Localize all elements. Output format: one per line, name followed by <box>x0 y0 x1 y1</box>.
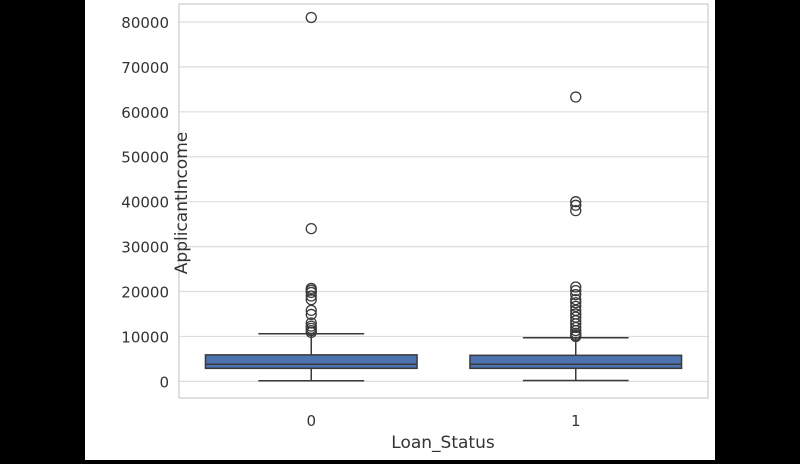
y-axis-label: ApplicantIncome <box>172 132 192 274</box>
x-tick-label: 0 <box>306 412 316 430</box>
y-tick-label: 0 <box>159 373 169 391</box>
x-tick-label: 1 <box>571 412 581 430</box>
outlier-point <box>305 293 317 306</box>
box-iqr <box>204 354 418 370</box>
outlier-point <box>570 281 582 293</box>
y-tick-label: 80000 <box>121 14 169 32</box>
x-axis-label: Loan_Status <box>391 433 495 453</box>
boxplot-chart: 0 10000 20000 30000 40000 50000 60000 70000 8000… <box>121 3 709 453</box>
y-tick-label: 10000 <box>121 328 169 346</box>
outlier-point <box>570 196 582 208</box>
y-tick-label: 20000 <box>121 284 169 302</box>
gridlines <box>179 21 708 382</box>
outlier-point <box>570 199 582 211</box>
outlier-point <box>305 290 317 302</box>
y-tick-label: 70000 <box>121 59 169 77</box>
box-group-1 <box>469 91 683 382</box>
y-tick-label: 40000 <box>121 194 169 212</box>
y-tick-label: 60000 <box>121 104 169 122</box>
outlier-point <box>305 222 317 235</box>
outlier-point <box>305 286 317 299</box>
outlier-point <box>305 308 317 321</box>
outlier-point <box>305 11 317 24</box>
box-iqr <box>469 354 683 370</box>
box-group-0 <box>204 11 418 382</box>
chart-figure: 0 10000 20000 30000 40000 50000 60000 70000 8000… <box>85 0 715 460</box>
outlier-point <box>570 205 582 217</box>
plot-frame <box>178 3 709 399</box>
outlier-point <box>570 324 582 337</box>
outlier-point <box>305 326 317 339</box>
outlier-point <box>305 304 317 317</box>
y-axis-ticks: 0 10000 20000 30000 40000 50000 60000 70000 8000… <box>121 14 169 391</box>
outlier-point <box>570 297 582 309</box>
outlier-point <box>570 330 582 343</box>
box-series <box>204 11 683 382</box>
outlier-point <box>570 289 582 301</box>
y-tick-label: 50000 <box>121 149 169 167</box>
outlier-point <box>570 91 582 103</box>
y-tick-label: 30000 <box>121 239 169 257</box>
outlier-point <box>570 293 582 306</box>
outlier-point <box>570 284 582 297</box>
outlier-point <box>570 300 582 313</box>
outlier-point <box>570 321 582 334</box>
